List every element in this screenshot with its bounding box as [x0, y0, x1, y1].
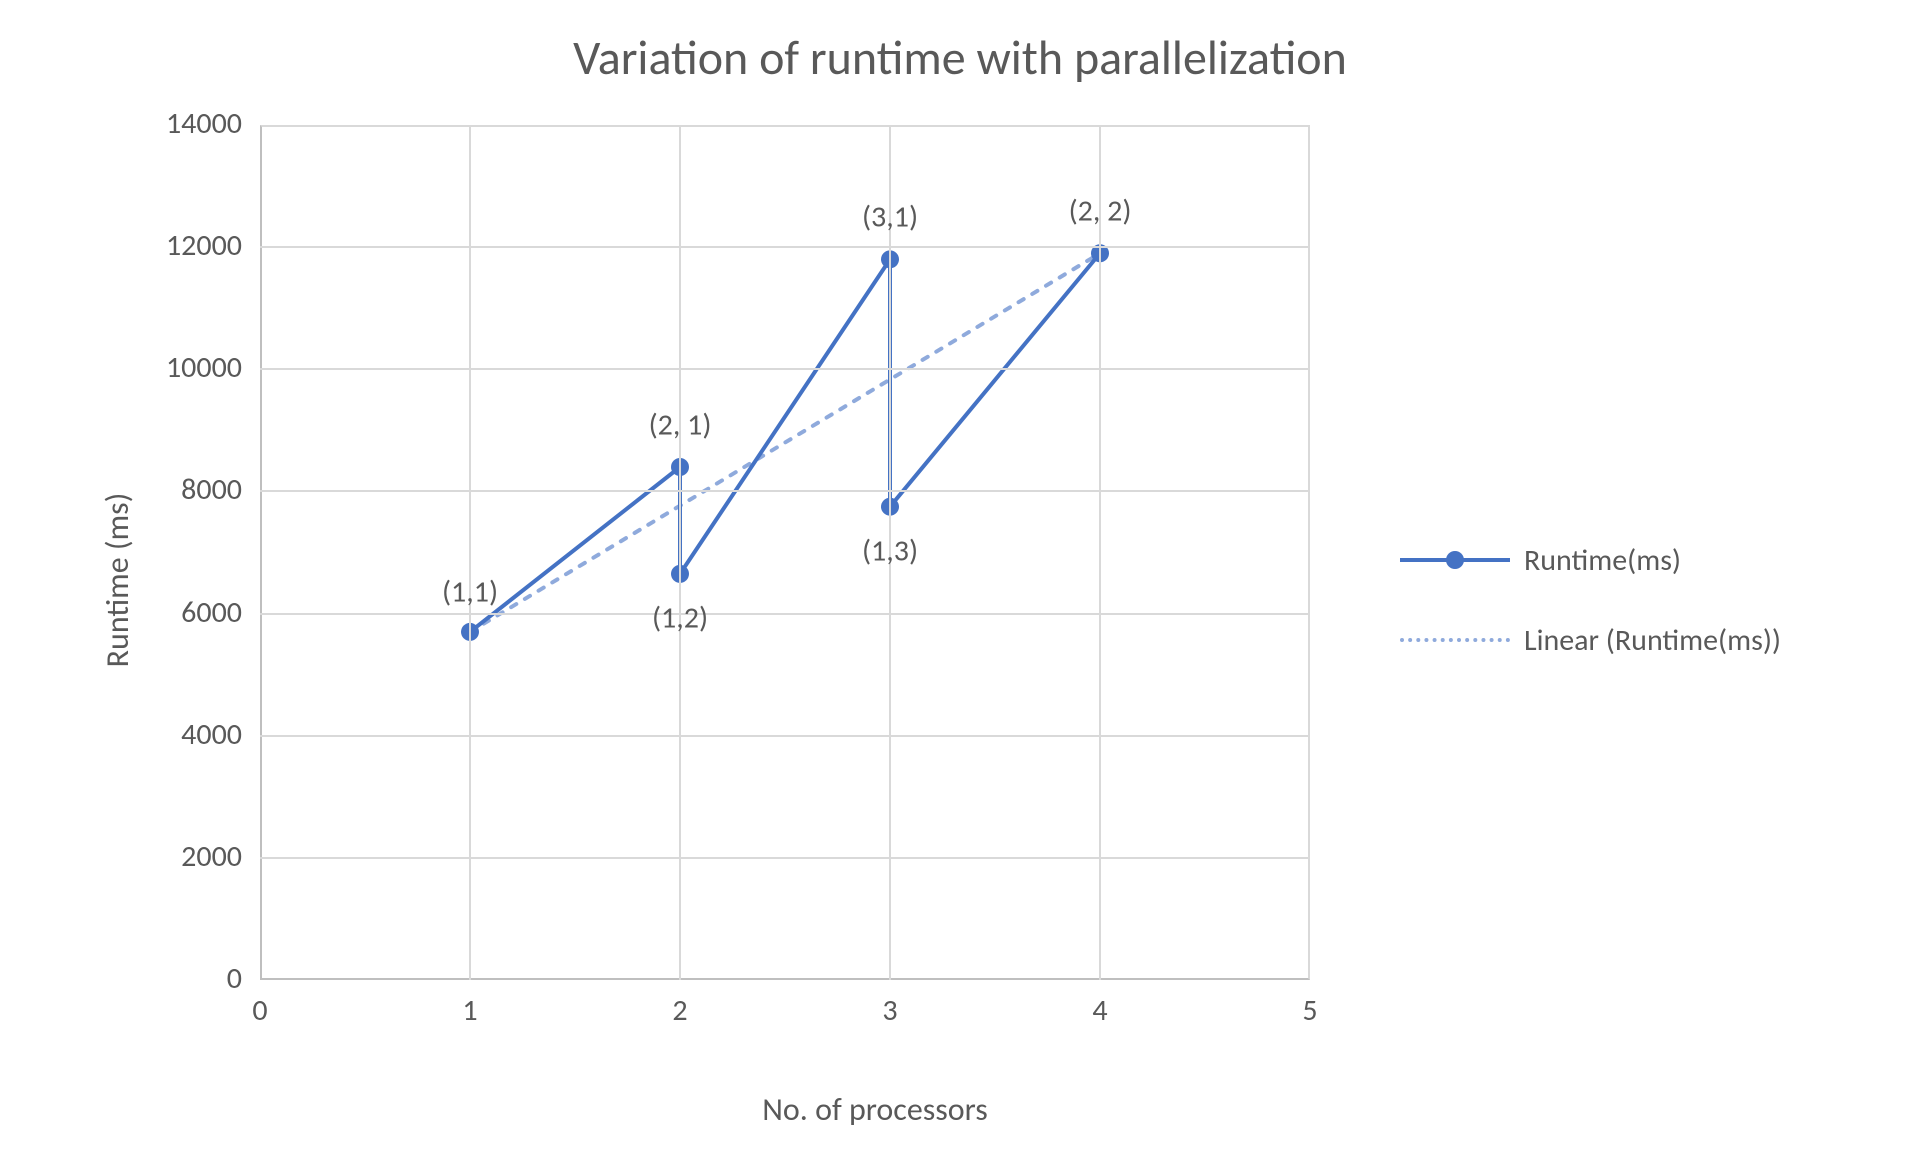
- gridline-horizontal: [260, 246, 1310, 248]
- gridline-horizontal: [260, 368, 1310, 370]
- gridline-vertical: [679, 125, 681, 980]
- gridline-vertical: [1099, 125, 1101, 980]
- gridline-vertical: [469, 125, 471, 980]
- data-label: (1,3): [862, 532, 918, 569]
- gridline-horizontal: [260, 490, 1310, 492]
- data-label: (2, 2): [1069, 193, 1132, 230]
- x-tick-label: 4: [1070, 992, 1130, 1029]
- x-tick-label: 3: [860, 992, 920, 1029]
- y-tick-label: 4000: [102, 716, 242, 753]
- y-tick-label: 12000: [102, 227, 242, 264]
- y-tick-label: 8000: [102, 471, 242, 508]
- y-tick-label: 0: [102, 960, 242, 997]
- legend: Runtime(ms) Linear (Runtime(ms)): [1400, 540, 1781, 700]
- data-label: (1,2): [652, 599, 708, 636]
- y-tick-label: 2000: [102, 838, 242, 875]
- data-label: (2, 1): [649, 407, 712, 444]
- x-tick-label: 2: [650, 992, 710, 1029]
- legend-label: Runtime(ms): [1524, 542, 1681, 579]
- legend-swatch: [1400, 540, 1510, 580]
- x-tick-label: 1: [440, 992, 500, 1029]
- data-label: (3,1): [862, 199, 918, 236]
- gridline-horizontal: [260, 613, 1310, 615]
- legend-item: Linear (Runtime(ms)): [1400, 620, 1781, 660]
- legend-marker-icon: [1446, 551, 1464, 569]
- y-tick-label: 14000: [102, 105, 242, 142]
- gridline-horizontal: [260, 857, 1310, 859]
- legend-line-dotted-icon: [1400, 638, 1510, 642]
- y-tick-label: 6000: [102, 594, 242, 631]
- x-tick-label: 0: [230, 992, 290, 1029]
- legend-label: Linear (Runtime(ms)): [1524, 622, 1781, 659]
- gridline-horizontal: [260, 735, 1310, 737]
- x-axis-label: No. of processors: [200, 1090, 1550, 1129]
- x-tick-label: 5: [1280, 992, 1340, 1029]
- legend-swatch: [1400, 620, 1510, 660]
- data-label: (1,1): [442, 573, 498, 610]
- legend-item: Runtime(ms): [1400, 540, 1781, 580]
- trendline: [470, 253, 1100, 632]
- chart-container: Variation of runtime with parallelizatio…: [0, 0, 1920, 1159]
- y-tick-label: 10000: [102, 349, 242, 386]
